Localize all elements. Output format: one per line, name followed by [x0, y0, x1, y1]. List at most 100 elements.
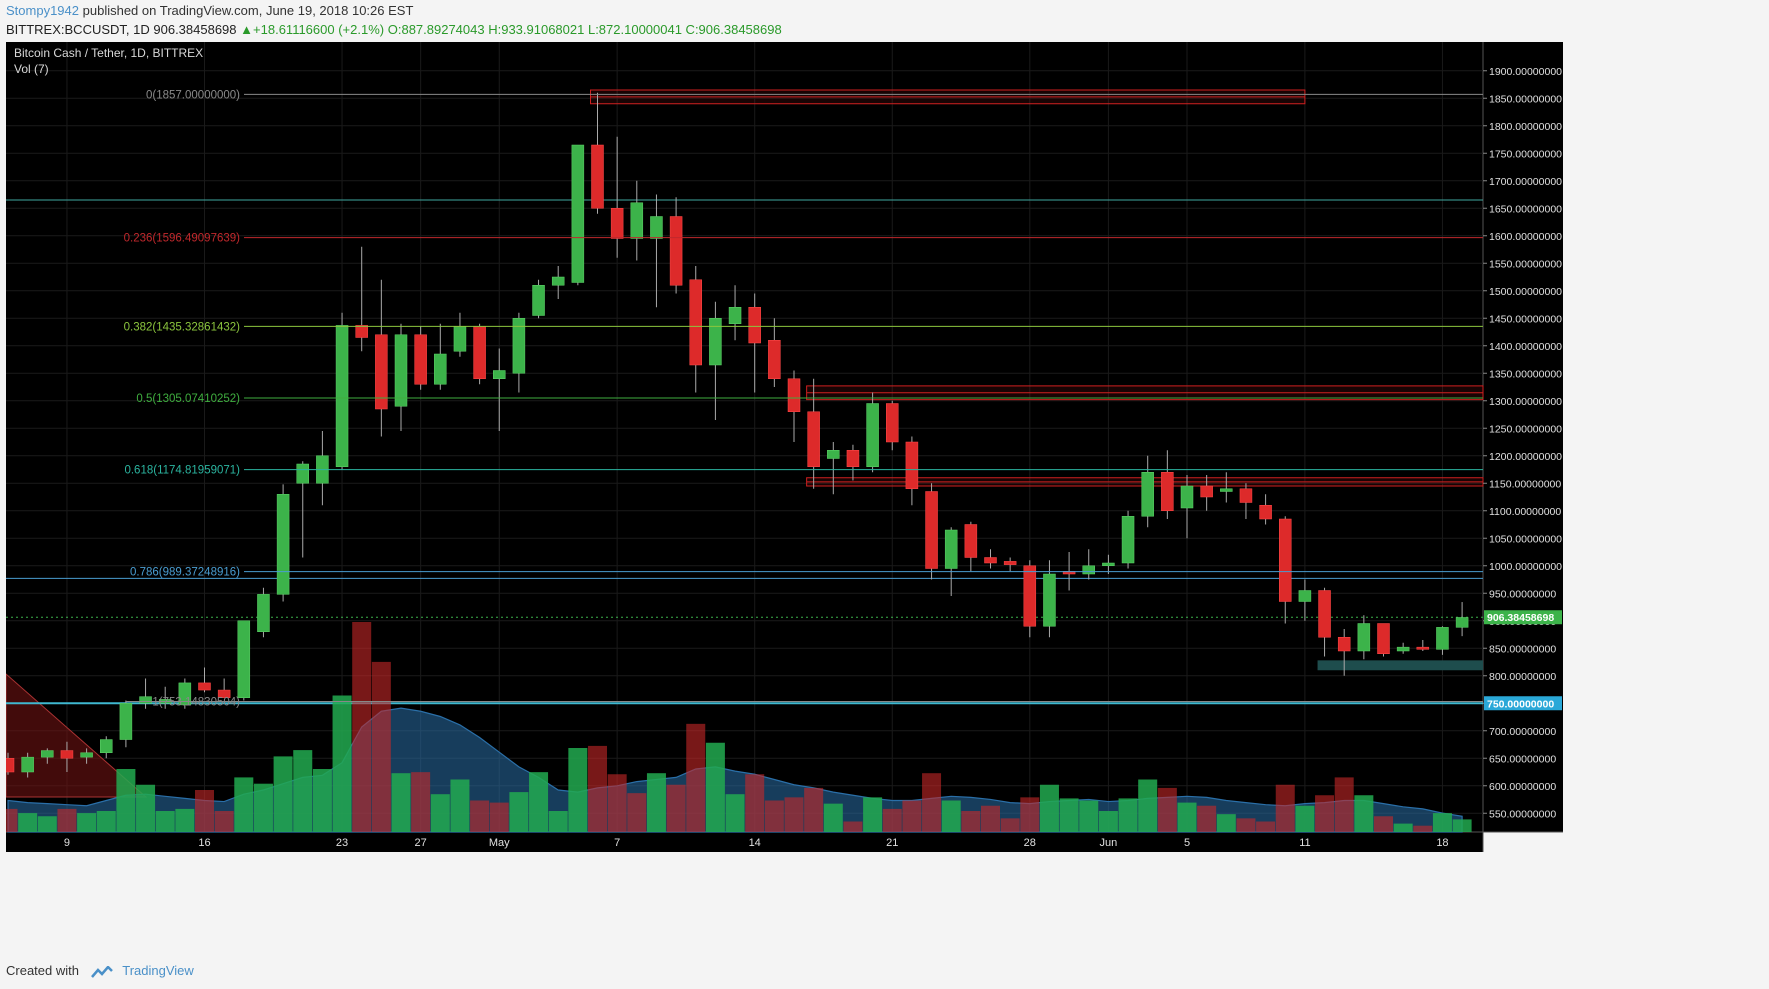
volume-bar	[234, 777, 254, 832]
y-tick-label: 1300.00000000	[1489, 396, 1562, 408]
candle-body	[41, 750, 54, 758]
volume-bar	[941, 800, 961, 832]
volume-bar	[1157, 787, 1177, 832]
candle-body	[905, 441, 919, 489]
volume-bar	[391, 773, 411, 832]
volume-bar	[804, 787, 824, 832]
candle-body	[1436, 627, 1449, 650]
symbol-header: BITTREX:BCCUSDT, 1D 906.38458698 ▲+18.61…	[6, 22, 782, 37]
volume-bar	[214, 811, 234, 832]
candle-body	[512, 318, 526, 374]
y-tick-label: 1550.00000000	[1489, 258, 1562, 270]
grid	[6, 42, 1483, 832]
publish-info: published on TradingView.com, June 19, 2…	[82, 3, 414, 18]
y-tick-label: 800.00000000	[1489, 671, 1556, 683]
volume-bar	[1020, 797, 1040, 832]
volume-bar	[1059, 798, 1079, 832]
candle-body	[1023, 565, 1037, 627]
fib-level-label: 0.236(1596.49097639)	[124, 233, 241, 245]
volume-bar	[18, 813, 38, 832]
candle-body	[689, 279, 702, 366]
fib-levels: 0(1857.00000000) 0.236(1596.49097639) 0.38…	[124, 89, 1483, 709]
volume-bar	[96, 811, 116, 832]
candle-body	[984, 557, 997, 564]
volume-bar	[1216, 814, 1236, 832]
y-tick-label: 1400.00000000	[1489, 341, 1562, 353]
volume-bar	[116, 769, 136, 832]
x-tick-label: 16	[198, 837, 210, 849]
volume-bar	[725, 794, 745, 832]
y-tick-label: 1500.00000000	[1489, 286, 1562, 298]
candle-body	[414, 334, 427, 385]
candle-body	[1141, 472, 1154, 517]
candle-body	[886, 403, 899, 443]
x-tick-label: May	[489, 837, 510, 849]
candle-body	[807, 411, 820, 467]
fib-level-label: 0.382(1435.32861432)	[124, 321, 241, 333]
candle-body	[1200, 485, 1213, 498]
volume-bar	[666, 784, 686, 832]
volume-bar	[529, 772, 549, 832]
candle-body	[198, 682, 211, 691]
volume-bar	[1197, 805, 1217, 832]
candle-body	[100, 739, 113, 753]
candles	[1, 92, 1469, 778]
author-link[interactable]: Stompy1942	[6, 3, 79, 18]
y-tick-label: 1050.00000000	[1489, 533, 1562, 545]
candle-body	[119, 703, 133, 740]
x-tick-label: 28	[1024, 837, 1036, 849]
candle-body	[1082, 565, 1095, 575]
volume-bar	[1039, 784, 1059, 832]
candle-body	[964, 524, 978, 558]
volume-bar	[1374, 816, 1393, 832]
publish-header: Stompy1942 published on TradingView.com,…	[6, 3, 413, 18]
price-change: +18.61116600 (+2.1%)	[253, 22, 385, 37]
time-axis-background	[6, 832, 1483, 852]
volume-bar	[332, 695, 352, 832]
volume-bar	[745, 774, 765, 832]
y-tick-label: 1100.00000000	[1489, 506, 1561, 518]
candle-body	[650, 216, 663, 239]
candle-body	[610, 208, 624, 239]
candle-body	[728, 307, 742, 324]
volume-bar	[1452, 819, 1472, 832]
volume-bar	[136, 784, 156, 832]
x-tick-label: 18	[1436, 837, 1448, 849]
current-price-label: 906.38458698	[1487, 612, 1554, 624]
y-tick-label: 1800.00000000	[1489, 121, 1562, 133]
candle-body	[571, 144, 585, 283]
volume-legend: Vol (7)	[14, 62, 49, 76]
volume-bar	[1236, 818, 1256, 832]
candle-body	[1, 758, 15, 773]
candle-body	[394, 334, 408, 407]
candle-body	[1043, 573, 1056, 627]
candle-body	[827, 450, 840, 459]
volume-bar	[293, 750, 313, 832]
candle-body	[80, 752, 93, 758]
candle-body	[532, 285, 545, 316]
price-axis: 550.00000000 600.00000000 650.00000000 700.…	[1483, 66, 1562, 820]
y-tick-label: 1350.00000000	[1489, 368, 1562, 380]
fib-level-label: 1(753.14830504)	[152, 697, 240, 709]
volume-bar	[902, 800, 922, 832]
chart-area[interactable]: 0(1857.00000000) 0.236(1596.49097639) 0.38…	[0, 42, 1763, 952]
x-tick-label: 14	[749, 837, 761, 849]
volume-bar	[548, 811, 568, 832]
y-tick-label: 600.00000000	[1489, 781, 1556, 793]
x-tick-label: 11	[1299, 837, 1310, 849]
tradingview-link[interactable]: TradingView	[122, 963, 194, 978]
candle-body	[276, 494, 290, 595]
volume-bar	[863, 797, 883, 832]
candle-body	[375, 334, 388, 410]
time-axis: 9 16 23 27 May 7 14 21 28 Jun 5 11 18	[64, 837, 1449, 849]
support-price-label-bg	[1484, 696, 1562, 711]
candle-body	[866, 403, 879, 467]
ohlc-values: O:887.89274043 H:933.91068021 L:872.1000…	[387, 22, 782, 37]
price-chart[interactable]: 0(1857.00000000) 0.236(1596.49097639) 0.38…	[0, 42, 1763, 952]
candle-body	[178, 682, 192, 706]
volume-bar	[411, 772, 431, 832]
candle-body	[551, 276, 565, 286]
volume-bar	[155, 811, 175, 832]
up-arrow-icon: ▲	[240, 22, 254, 37]
candle-body	[1416, 646, 1430, 650]
